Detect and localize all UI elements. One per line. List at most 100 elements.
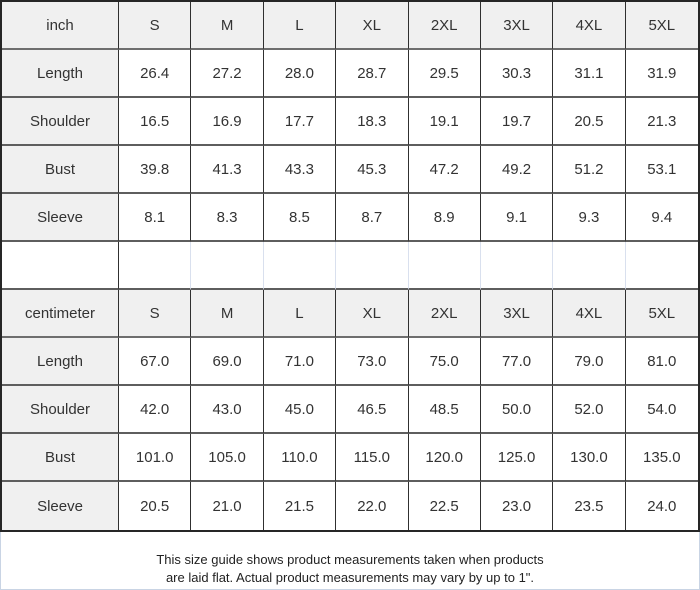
value-cell: 125.0 <box>480 434 554 482</box>
size-header-cell: XL <box>336 290 409 338</box>
value-cell: 120.0 <box>408 434 481 482</box>
size-header-cell: 4XL <box>553 2 626 50</box>
value-cell: 18.3 <box>336 98 409 146</box>
spacer-cell <box>191 242 264 290</box>
size-header-cell: L <box>263 290 337 338</box>
row-label-cell: Shoulder <box>2 98 119 146</box>
value-cell: 130.0 <box>553 434 626 482</box>
row-label-cell: Shoulder <box>2 386 119 434</box>
value-cell: 20.5 <box>119 482 192 530</box>
value-cell: 29.5 <box>408 50 481 98</box>
value-cell: 21.0 <box>191 482 264 530</box>
value-cell: 43.3 <box>263 146 337 194</box>
unit-header-cell: centimeter <box>2 290 119 338</box>
value-cell: 31.9 <box>625 50 698 98</box>
spacer-cell <box>625 242 698 290</box>
centimeter-table: centimeter S M L XL 2XL 3XL 4XL 5XL Length 67.0 69.… <box>2 290 698 530</box>
row-label-cell: Sleeve <box>2 194 119 242</box>
row-label-cell: Bust <box>2 434 119 482</box>
row-label-cell: Bust <box>2 146 119 194</box>
value-cell: 26.4 <box>119 50 192 98</box>
value-cell: 28.0 <box>263 50 337 98</box>
spacer-cell <box>480 242 554 290</box>
value-cell: 43.0 <box>191 386 264 434</box>
spacer-cell <box>553 242 626 290</box>
value-cell: 9.4 <box>625 194 698 242</box>
value-cell: 73.0 <box>336 338 409 386</box>
value-cell: 110.0 <box>263 434 337 482</box>
value-cell: 77.0 <box>480 338 554 386</box>
size-header-cell: M <box>191 290 264 338</box>
size-header-cell: 3XL <box>480 290 554 338</box>
value-cell: 41.3 <box>191 146 264 194</box>
value-cell: 16.9 <box>191 98 264 146</box>
unit-header-cell: inch <box>2 2 119 50</box>
value-cell: 47.2 <box>408 146 481 194</box>
value-cell: 22.5 <box>408 482 481 530</box>
value-cell: 17.7 <box>263 98 337 146</box>
value-cell: 69.0 <box>191 338 264 386</box>
value-cell: 49.2 <box>480 146 554 194</box>
value-cell: 9.1 <box>480 194 554 242</box>
value-cell: 45.3 <box>336 146 409 194</box>
value-cell: 48.5 <box>408 386 481 434</box>
value-cell: 24.0 <box>625 482 698 530</box>
value-cell: 19.7 <box>480 98 554 146</box>
spacer-cell <box>263 242 337 290</box>
value-cell: 23.0 <box>480 482 554 530</box>
value-cell: 50.0 <box>480 386 554 434</box>
value-cell: 105.0 <box>191 434 264 482</box>
value-cell: 39.8 <box>119 146 192 194</box>
size-header-cell: L <box>263 2 337 50</box>
spacer-cell <box>2 242 119 290</box>
value-cell: 135.0 <box>625 434 698 482</box>
value-cell: 8.1 <box>119 194 192 242</box>
size-header-cell: 4XL <box>553 290 626 338</box>
footer-note-line1: This size guide shows product measuremen… <box>156 551 544 567</box>
value-cell: 30.3 <box>480 50 554 98</box>
value-cell: 8.9 <box>408 194 481 242</box>
value-cell: 28.7 <box>336 50 409 98</box>
row-label-cell: Length <box>2 50 119 98</box>
value-cell: 21.5 <box>263 482 337 530</box>
value-cell: 51.2 <box>553 146 626 194</box>
value-cell: 46.5 <box>336 386 409 434</box>
size-header-cell: XL <box>336 2 409 50</box>
size-header-cell: S <box>119 2 192 50</box>
size-header-cell: 2XL <box>408 2 481 50</box>
value-cell: 16.5 <box>119 98 192 146</box>
size-header-cell: 5XL <box>625 290 698 338</box>
value-cell: 101.0 <box>119 434 192 482</box>
value-cell: 75.0 <box>408 338 481 386</box>
size-header-cell: 3XL <box>480 2 554 50</box>
value-cell: 67.0 <box>119 338 192 386</box>
value-cell: 19.1 <box>408 98 481 146</box>
size-header-cell: S <box>119 290 192 338</box>
row-label-cell: Length <box>2 338 119 386</box>
spacer-cell <box>408 242 481 290</box>
spacer-cell <box>119 242 192 290</box>
value-cell: 8.7 <box>336 194 409 242</box>
value-cell: 27.2 <box>191 50 264 98</box>
value-cell: 9.3 <box>553 194 626 242</box>
value-cell: 31.1 <box>553 50 626 98</box>
size-header-cell: 5XL <box>625 2 698 50</box>
value-cell: 52.0 <box>553 386 626 434</box>
row-label-cell: Sleeve <box>2 482 119 530</box>
value-cell: 20.5 <box>553 98 626 146</box>
value-cell: 21.3 <box>625 98 698 146</box>
value-cell: 8.3 <box>191 194 264 242</box>
value-cell: 54.0 <box>625 386 698 434</box>
value-cell: 115.0 <box>336 434 409 482</box>
spacer-cell <box>336 242 409 290</box>
value-cell: 79.0 <box>553 338 626 386</box>
value-cell: 8.5 <box>263 194 337 242</box>
inch-table: inch S M L XL 2XL 3XL 4XL 5XL Length 26.4 27.2 28.0 2… <box>2 2 698 242</box>
value-cell: 71.0 <box>263 338 337 386</box>
table-spacer-row <box>2 242 698 290</box>
size-guide-note: This size guide shows product measuremen… <box>0 532 700 590</box>
value-cell: 45.0 <box>263 386 337 434</box>
value-cell: 22.0 <box>336 482 409 530</box>
value-cell: 23.5 <box>553 482 626 530</box>
value-cell: 42.0 <box>119 386 192 434</box>
